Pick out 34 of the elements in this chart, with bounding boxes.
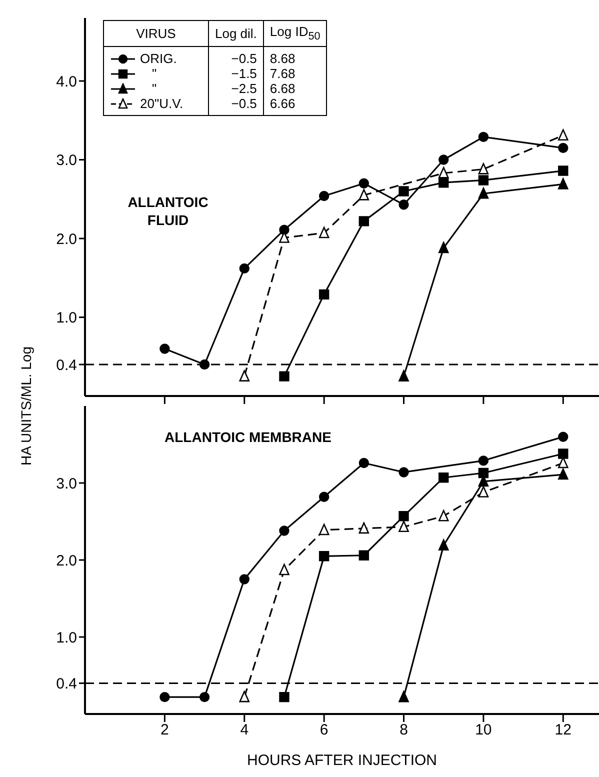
x-tick-label: 8 xyxy=(400,722,408,739)
annotation: Log dil. xyxy=(208,20,264,46)
x-tick-label: 12 xyxy=(554,722,572,739)
legend-label: " xyxy=(151,80,158,96)
annotation: Log ID$_{50}$ xyxy=(263,20,327,46)
annotation: ALLANTOIC FLUID xyxy=(126,193,210,229)
x-tick-label: 6 xyxy=(320,722,328,739)
y-tick-label: 0.4 xyxy=(56,356,77,374)
legend-label: ORIG. xyxy=(140,50,178,66)
y-tick-label: 1.0 xyxy=(56,629,77,646)
annotation: ALLANTOIC MEMBRANE xyxy=(164,428,332,446)
annotation: −0.5 xyxy=(230,96,257,111)
y-tick-label: 2.0 xyxy=(56,230,77,248)
y-tick-label: 2.0 xyxy=(56,552,77,570)
y-tick-label: 3.0 xyxy=(56,152,77,170)
x-tick-label: 2 xyxy=(160,722,169,739)
annotation: 7.68 xyxy=(270,66,296,81)
annotation: −0.5 xyxy=(230,50,257,66)
y-tick-label: 1.0 xyxy=(56,310,77,327)
y-tick-label: 0.4 xyxy=(56,676,77,693)
x-axis-title: HOURS AFTER INJECTION xyxy=(246,752,438,769)
annotation: −1.5 xyxy=(230,66,257,81)
y-tick-label: 4.0 xyxy=(56,73,77,90)
legend-label: 20"U.V. xyxy=(140,96,184,111)
legend-title: VIRUS xyxy=(104,20,208,46)
annotation: 6.66 xyxy=(270,96,296,111)
annotation: −2.5 xyxy=(230,80,257,96)
x-tick-label: 10 xyxy=(475,722,492,739)
legend-label: " xyxy=(151,66,158,81)
annotation: 8.68 xyxy=(270,50,296,66)
y-tick-label: 3.0 xyxy=(56,475,77,492)
y-axis-title: HA UNITS/ML. Log xyxy=(18,345,34,468)
annotation: 6.68 xyxy=(270,80,296,96)
x-tick-label: 4 xyxy=(240,722,249,739)
